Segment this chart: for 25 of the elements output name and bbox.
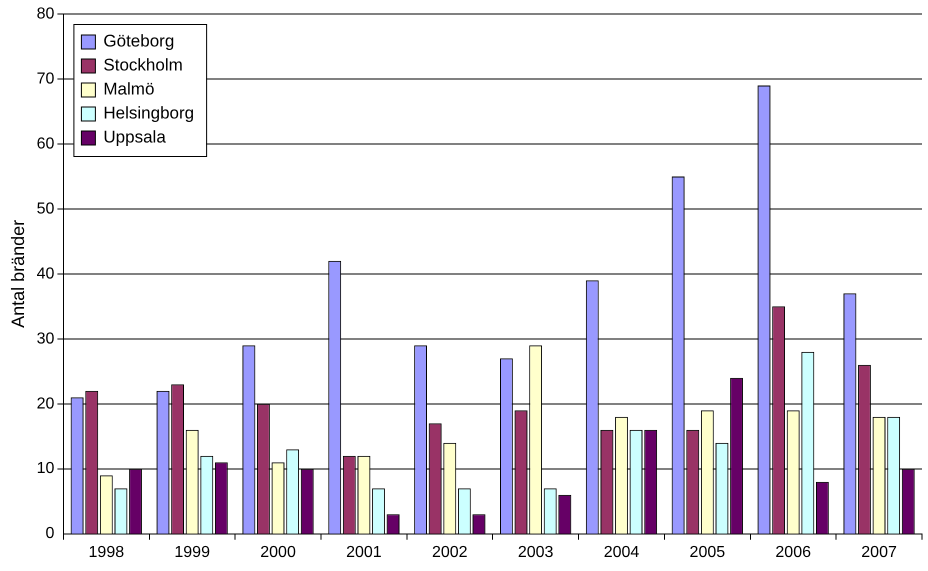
legend-label: Helsingborg <box>103 104 194 123</box>
y-tick-label: 30 <box>36 330 54 348</box>
x-tick-label: 2007 <box>861 544 897 561</box>
legend-label: Stockholm <box>103 56 183 75</box>
y-tick-label: 50 <box>36 200 54 218</box>
x-tick-label: 2001 <box>346 544 382 561</box>
x-tick-label: 2003 <box>518 544 554 561</box>
y-tick-label: 10 <box>36 460 54 478</box>
y-tick-label: 60 <box>36 135 54 152</box>
y-tick-label: 80 <box>36 5 54 22</box>
y-tick-label: 20 <box>36 395 54 412</box>
legend-label: Uppsala <box>103 128 166 147</box>
x-tick-label: 2005 <box>690 544 726 561</box>
y-tick-label: 0 <box>45 525 54 542</box>
legend-label: Göteborg <box>103 32 174 51</box>
legend-label: Malmö <box>103 80 154 99</box>
y-axis-title: Antal bränder <box>8 220 28 328</box>
x-tick-label: 2002 <box>432 544 468 561</box>
x-tick-label: 2000 <box>260 544 296 561</box>
x-tick-label: 2006 <box>775 544 812 561</box>
x-tick-label: 2004 <box>604 544 640 561</box>
y-tick-label: 70 <box>36 70 54 88</box>
x-tick-label: 1999 <box>174 544 210 561</box>
y-tick-label: 40 <box>36 265 54 282</box>
x-tick-label: 1998 <box>88 544 124 561</box>
